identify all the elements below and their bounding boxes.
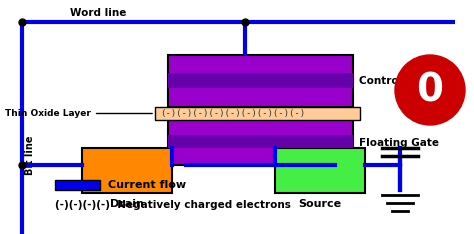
Bar	[168, 135, 353, 148]
Bar	[55, 180, 100, 190]
Text: 0: 0	[417, 71, 444, 109]
Bar	[168, 55, 353, 107]
Text: Floating Gate: Floating Gate	[359, 138, 439, 147]
Bar	[82, 148, 172, 193]
Text: Drain: Drain	[110, 199, 144, 209]
Text: Source: Source	[299, 199, 342, 209]
Bar	[155, 107, 360, 120]
Text: Word line: Word line	[70, 8, 127, 18]
Text: Bit line: Bit line	[25, 135, 35, 175]
Bar	[168, 73, 353, 88]
Text: (-)(-)(-)(-)  Negatively charged electrons: (-)(-)(-)(-) Negatively charged electron…	[55, 200, 291, 210]
Bar	[168, 120, 353, 165]
Circle shape	[395, 55, 465, 125]
Text: (-)(-)(-)(-)(-)(-)(-)(-)(-): (-)(-)(-)(-)(-)(-)(-)(-)(-)	[160, 109, 305, 118]
Text: Control Gate: Control Gate	[359, 76, 434, 86]
Text: Current flow: Current flow	[108, 180, 186, 190]
Bar	[275, 148, 365, 193]
Text: Thin Oxide Layer: Thin Oxide Layer	[5, 109, 152, 118]
